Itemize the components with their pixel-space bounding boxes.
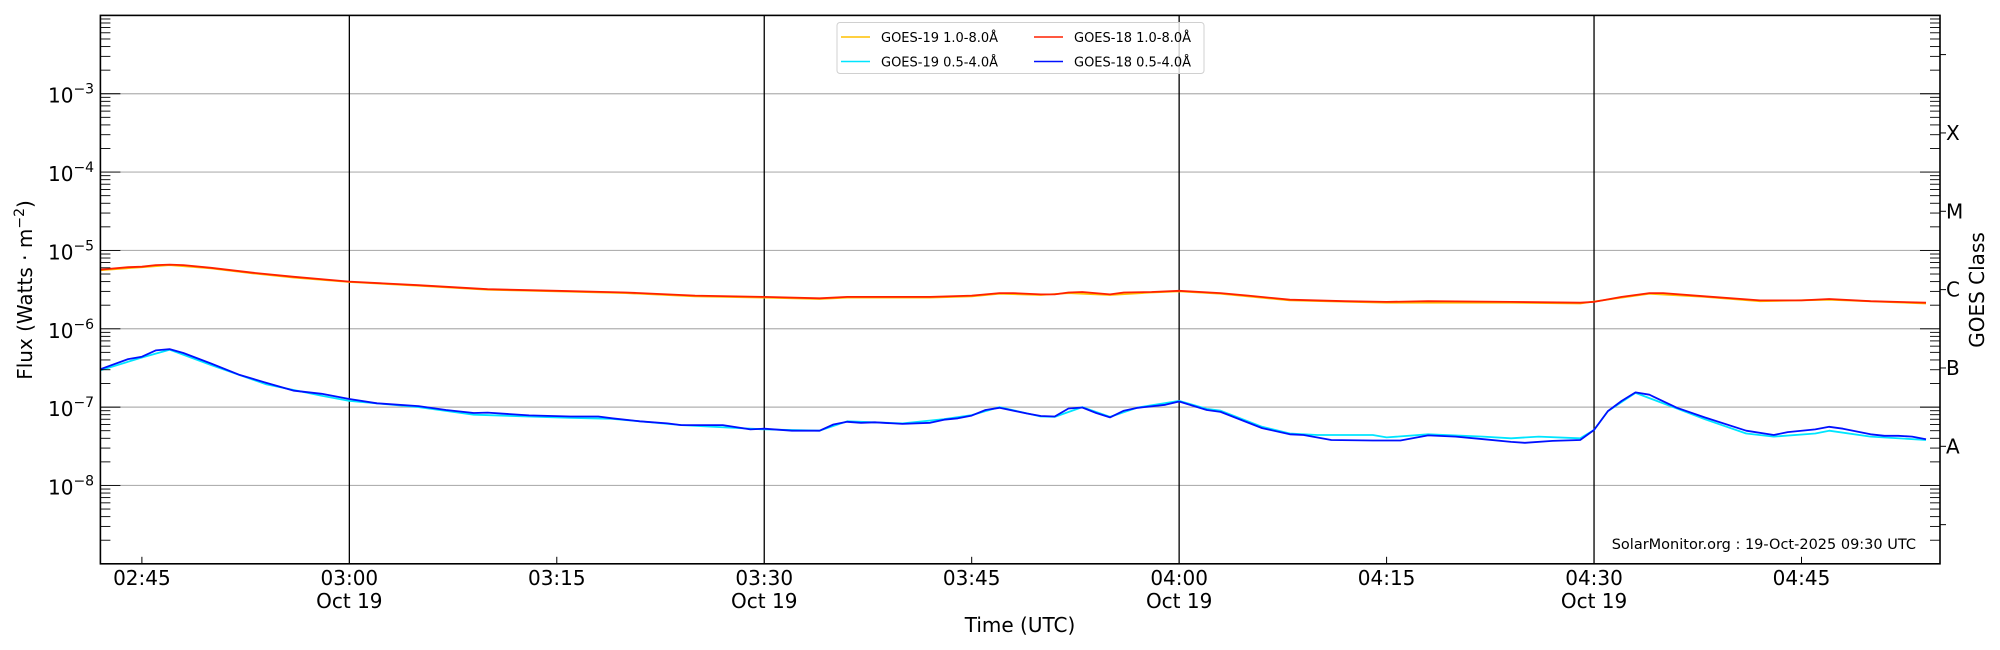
- legend: GOES-19 1.0-8.0Å GOES-19 0.5-4.0Å GOES-18 …: [836, 22, 1205, 74]
- series-line-goes-18-0-5-4-0-: [100, 348, 1927, 444]
- y-tick-base: 10: [48, 319, 73, 343]
- y-tick-base: 10: [48, 475, 73, 499]
- plot-frame: [99, 14, 1941, 565]
- x-tick-label: 03:15: [528, 566, 586, 590]
- y-tick-exponent: −6: [73, 317, 94, 333]
- y-tick-exponent: −4: [73, 160, 94, 176]
- x-tick-label: 04:45: [1773, 566, 1831, 590]
- y-tick-exponent: −3: [73, 82, 94, 98]
- x-tick-date-label: Oct 19: [316, 589, 382, 613]
- y-tick-label: 10−6: [48, 317, 94, 343]
- goes-class-label: B: [1946, 356, 1960, 380]
- legend-entry: GOES-19 1.0-8.0Å: [881, 30, 998, 46]
- y-tick-base: 10: [48, 240, 73, 264]
- y-axis-label-exp: −2: [12, 208, 28, 229]
- x-tick-date-label: Oct 19: [1561, 589, 1627, 613]
- axis-ticks: [100, 18, 1946, 565]
- series-lines: [100, 263, 1927, 444]
- y2-axis-label: GOES Class: [1965, 232, 1989, 348]
- series-line-goes-19-0-5-4-0-: [100, 348, 1927, 441]
- grid-lines: [100, 93, 1940, 487]
- x-tick-label: 03:45: [943, 566, 1001, 590]
- y-tick-base: 10: [48, 162, 73, 186]
- goes-class-label: X: [1946, 121, 1960, 145]
- y-tick-label: 10−4: [48, 160, 94, 186]
- y-tick-label: 10−3: [48, 82, 94, 108]
- y-tick-base: 10: [48, 397, 73, 421]
- y-tick-exponent: −7: [73, 395, 94, 411]
- x-tick-label: 04:30: [1565, 566, 1623, 590]
- watermark-annotation: SolarMonitor.org : 19-Oct-2025 09:30 UTC: [1612, 537, 1916, 553]
- x-tick-label: 04:15: [1358, 566, 1416, 590]
- y-axis-label-text: Flux (Watts · m: [13, 229, 37, 380]
- y-tick-label: 10−7: [48, 395, 94, 421]
- goes-class-label: A: [1946, 434, 1960, 458]
- series-line-goes-18-1-0-8-0-: [100, 263, 1927, 304]
- x-tick-label: 03:00: [321, 566, 379, 590]
- y-tick-base: 10: [48, 84, 73, 108]
- date-lines: [348, 15, 1595, 564]
- x-tick-label: 04:00: [1150, 566, 1208, 590]
- series-line-goes-19-1-0-8-0-: [100, 264, 1927, 305]
- goes-class-label: C: [1946, 278, 1960, 302]
- y-axis-label-close: ): [13, 200, 37, 208]
- x-tick-label: 02:45: [113, 566, 171, 590]
- x-tick-date-label: Oct 19: [731, 589, 797, 613]
- goes-class-label: M: [1946, 199, 1963, 223]
- x-tick-date-label: Oct 19: [1146, 589, 1212, 613]
- y-tick-label: 10−5: [48, 238, 94, 264]
- y-tick-exponent: −8: [73, 473, 94, 489]
- y-tick-exponent: −5: [73, 238, 94, 254]
- x-axis-label: Time (UTC): [964, 613, 1076, 637]
- legend-entry: GOES-19 0.5-4.0Å: [881, 55, 998, 71]
- x-tick-label: 03:30: [735, 566, 793, 590]
- y-tick-label: 10−8: [48, 473, 94, 499]
- y-axis-label: Flux (Watts · m−2): [12, 200, 37, 380]
- legend-entry: GOES-18 1.0-8.0Å: [1074, 30, 1191, 46]
- legend-entry: GOES-18 0.5-4.0Å: [1074, 55, 1191, 71]
- legend-box: [836, 22, 1205, 74]
